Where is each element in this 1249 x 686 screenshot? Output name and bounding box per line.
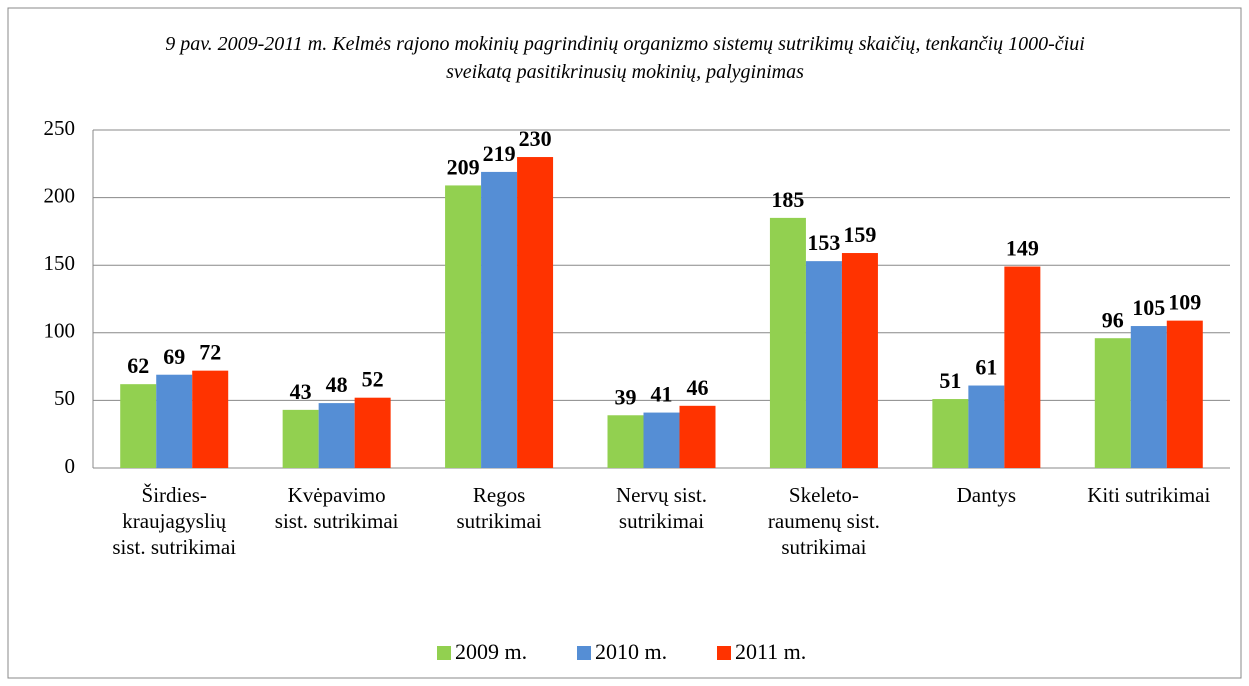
- x-tick-label: Kiti sutrikimai: [1087, 483, 1211, 507]
- data-label: 209: [447, 154, 480, 179]
- bar: [120, 384, 157, 468]
- bar: [968, 385, 1005, 468]
- chart-border: [7, 7, 1242, 679]
- bar: [445, 185, 482, 468]
- data-label: 149: [1006, 236, 1039, 261]
- legend-label: 2009 m.: [455, 639, 527, 664]
- data-label: 105: [1132, 295, 1165, 320]
- bar: [481, 171, 518, 469]
- x-tick-label: Skeleto-raumenų sist. sutrikimai: [767, 483, 880, 559]
- data-label: 61: [975, 355, 997, 380]
- y-tick-label: 200: [44, 183, 76, 207]
- y-tick-label: 0: [65, 454, 76, 478]
- data-label: 185: [771, 187, 804, 212]
- data-label: 52: [362, 367, 384, 392]
- bar: [156, 374, 193, 468]
- bar: [932, 399, 969, 468]
- data-label: 109: [1168, 290, 1201, 315]
- legend-swatch: [577, 646, 591, 660]
- bar: [318, 403, 355, 468]
- x-tick-label: Širdies-kraujagyslių sist. sutrikimai: [112, 483, 237, 559]
- bar: [1004, 266, 1041, 468]
- bar: [643, 412, 680, 468]
- y-tick-label: 250: [44, 116, 76, 140]
- data-label: 39: [615, 384, 637, 409]
- data-label: 72: [199, 340, 221, 365]
- legend-label: 2011 m.: [735, 639, 806, 664]
- data-label: 69: [163, 344, 185, 369]
- bar: [192, 370, 229, 468]
- bar: [1130, 326, 1167, 468]
- bar: [769, 217, 806, 468]
- x-tick-label: Regos sutrikimai: [456, 483, 542, 533]
- x-tick-label: Dantys: [956, 483, 1017, 507]
- data-label: 48: [326, 372, 348, 397]
- data-label: 41: [651, 382, 673, 407]
- legend-label: 2010 m.: [595, 639, 667, 664]
- x-tick-label: Kvėpavimo sist. sutrikimai: [274, 483, 399, 533]
- data-label: 46: [687, 375, 709, 400]
- bar: [679, 405, 716, 468]
- data-label: 219: [483, 141, 516, 166]
- y-tick-label: 150: [44, 251, 76, 275]
- data-label: 153: [807, 230, 840, 255]
- data-label: 96: [1102, 307, 1124, 332]
- y-tick-label: 50: [54, 386, 75, 410]
- x-tick-label: Nervų sist. sutrikimai: [616, 483, 707, 533]
- legend-swatch: [437, 646, 451, 660]
- data-label: 230: [519, 126, 552, 151]
- data-label: 62: [127, 353, 149, 378]
- bar: [1094, 338, 1131, 468]
- bar: [354, 397, 391, 468]
- data-label: 43: [290, 379, 312, 404]
- bar: [517, 157, 554, 469]
- chart-title: 9 pav. 2009-2011 m. Kelmės rajono mokini…: [165, 33, 1085, 83]
- bar: [805, 261, 842, 468]
- bar: [282, 409, 319, 468]
- bar: [1166, 320, 1203, 468]
- data-label: 159: [843, 222, 876, 247]
- legend-swatch: [717, 646, 731, 660]
- bar: [841, 253, 878, 468]
- data-label: 51: [939, 368, 961, 393]
- bar: [607, 415, 644, 468]
- y-tick-label: 100: [44, 319, 76, 343]
